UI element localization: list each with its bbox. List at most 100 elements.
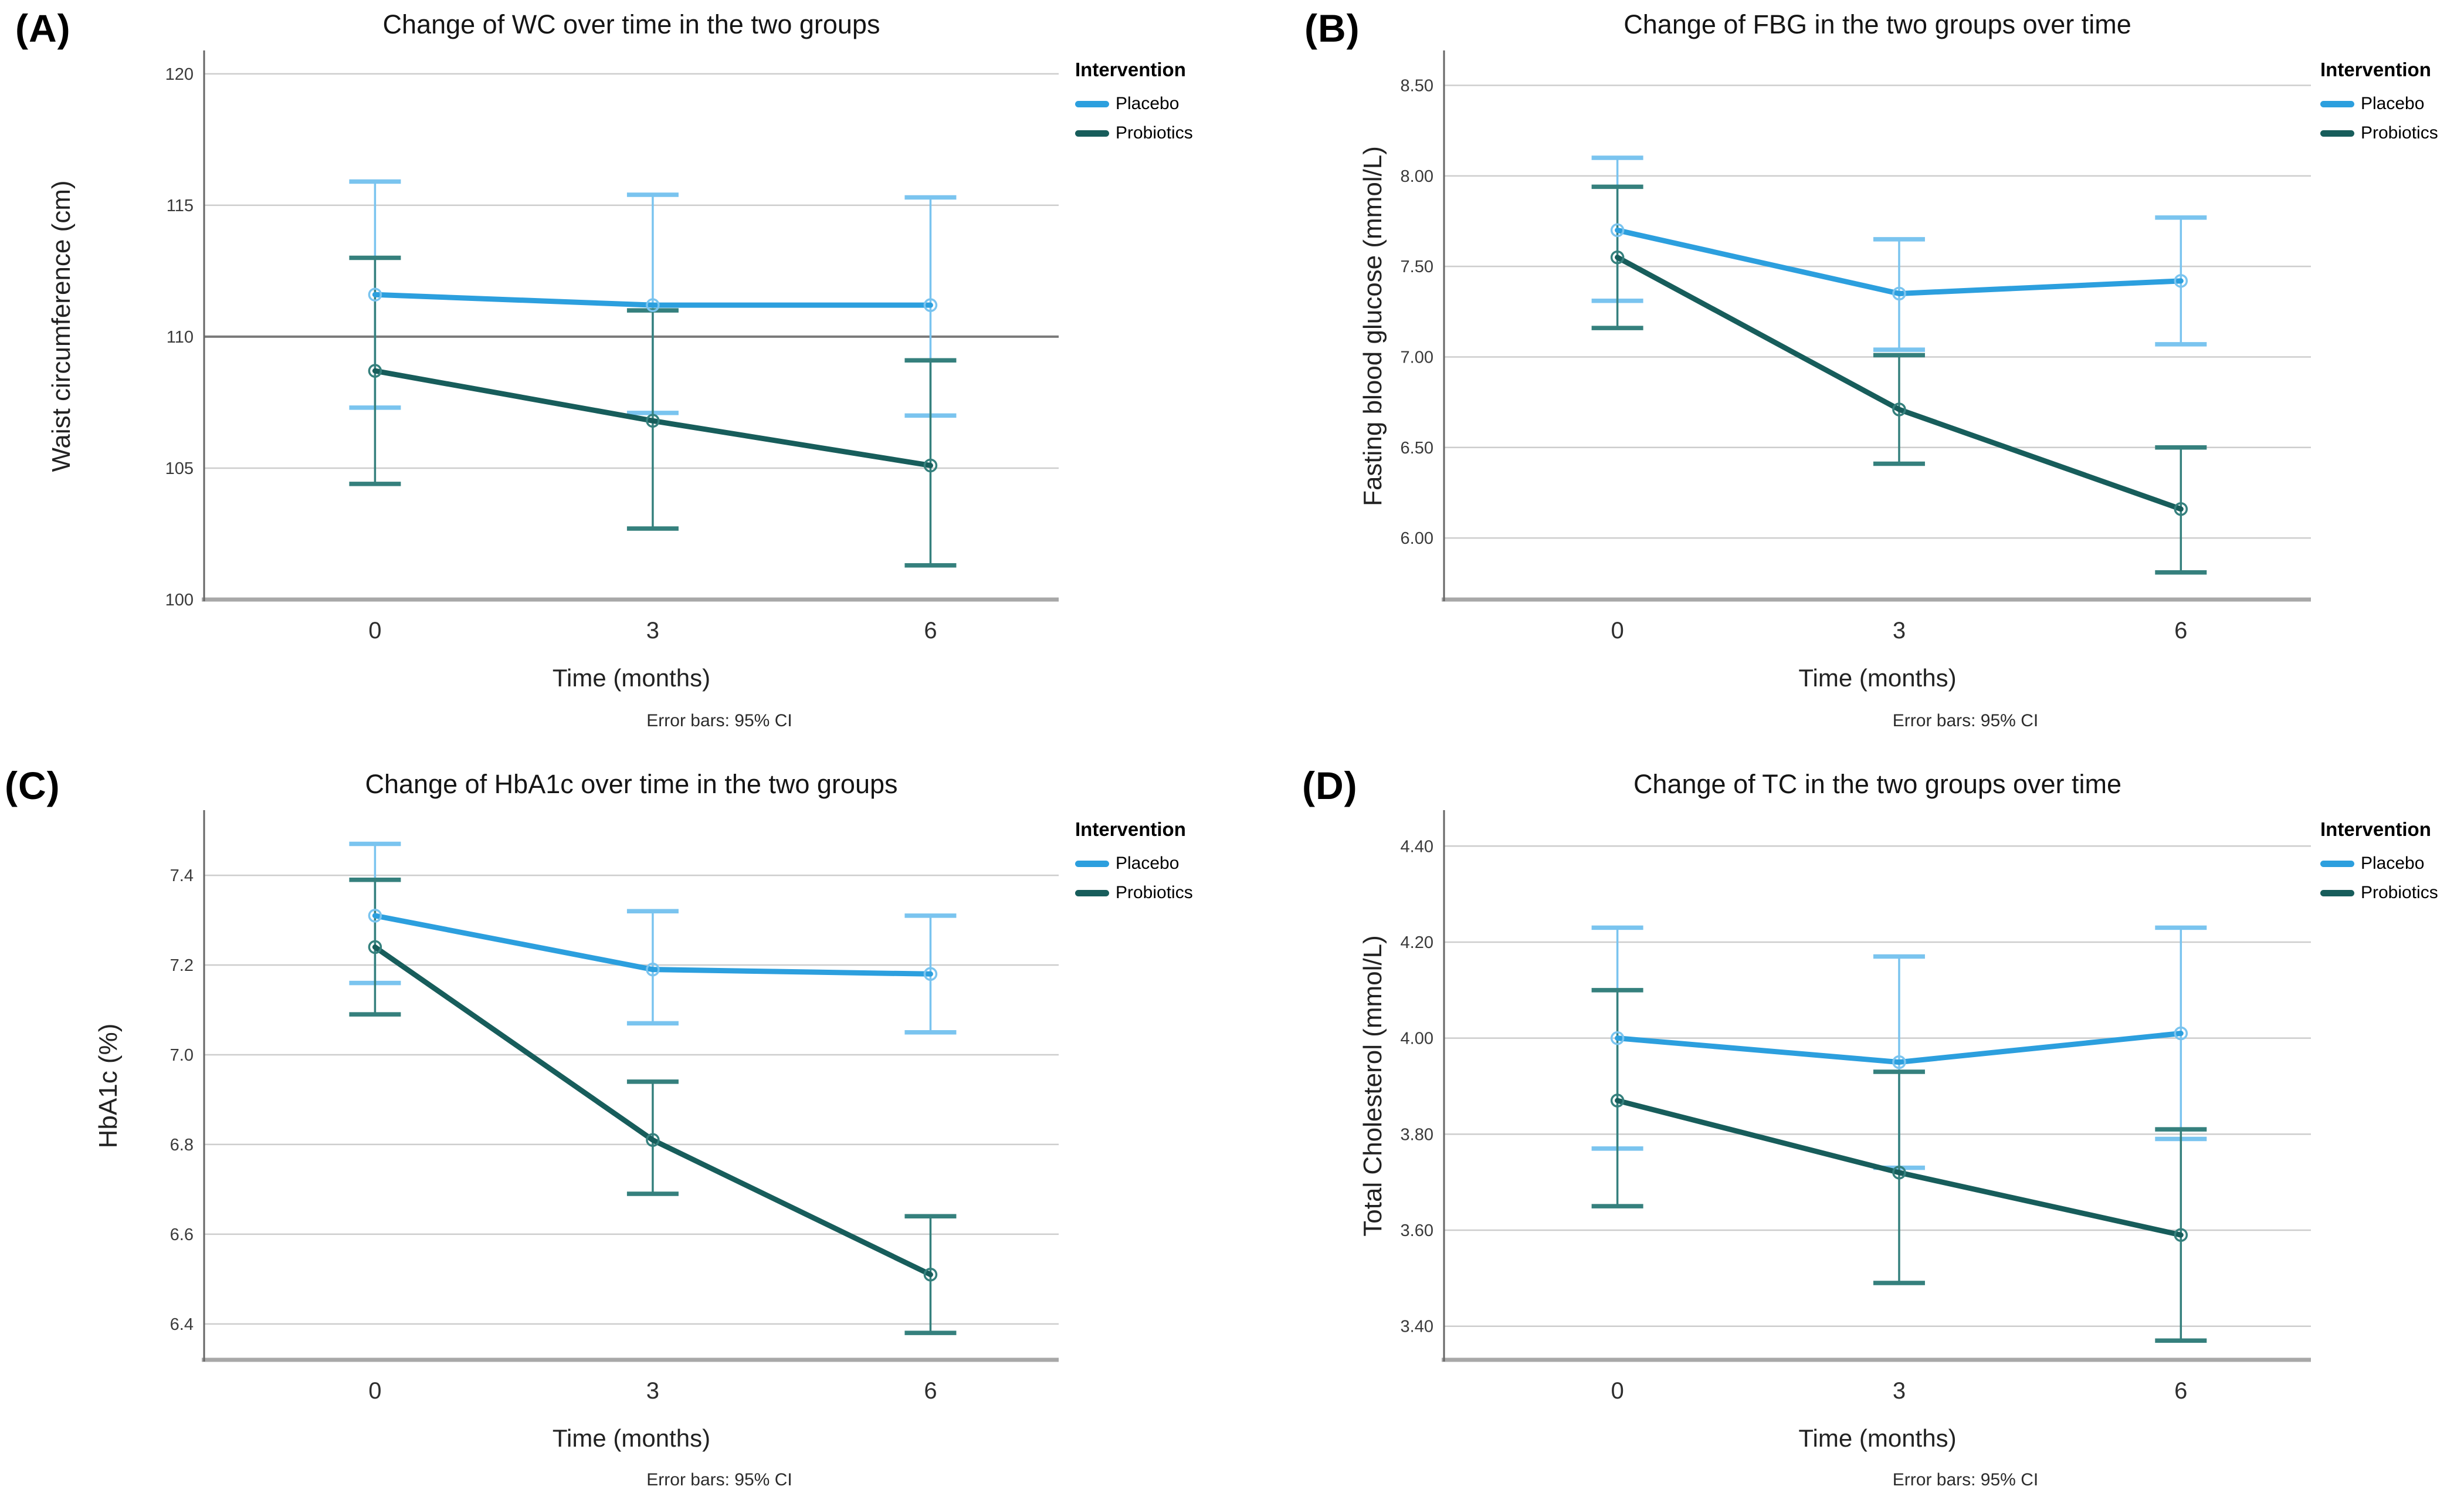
chart-canvas-b: 8.50 8.00 7.50 7.00 6.50 6.00 0 3 6 xyxy=(1401,50,2311,644)
series-line-placebo xyxy=(372,292,933,308)
data-point-marker xyxy=(2174,502,2188,516)
data-point-marker xyxy=(646,298,660,312)
panel-label-c: (C) xyxy=(5,764,60,807)
y-tick-label: 4.00 xyxy=(1401,1030,1433,1048)
error-bars-caption-b: Error bars: 95% CI xyxy=(1892,711,2039,730)
legend-title: Intervention xyxy=(1075,59,1186,80)
legend-title: Intervention xyxy=(1075,818,1186,840)
panel-label-d: (D) xyxy=(1302,764,1358,807)
data-point-marker xyxy=(1892,1166,1906,1180)
data-point-marker xyxy=(2174,1228,2188,1242)
chart-title-a: Change of WC over time in the two groups xyxy=(382,9,880,39)
legend-title: Intervention xyxy=(2320,818,2431,840)
y-tick-label: 4.40 xyxy=(1401,837,1433,856)
series-line-probiotics xyxy=(1615,1098,2184,1238)
error-bars-caption-c: Error bars: 95% CI xyxy=(646,1470,792,1489)
y-tick-label: 7.00 xyxy=(1401,348,1433,367)
y-tick-label: 115 xyxy=(167,197,194,215)
chart-title-b: Change of FBG in the two groups over tim… xyxy=(1624,9,2131,39)
y-tick-label: 110 xyxy=(167,328,194,347)
y-tick-label: 3.40 xyxy=(1401,1318,1433,1336)
data-point-marker xyxy=(923,458,938,473)
legend-item-probiotics: Probiotics xyxy=(1075,883,1193,903)
x-axis-title-c: Time (months) xyxy=(552,1424,711,1452)
data-point-marker xyxy=(1610,1093,1625,1108)
x-tick-label: 0 xyxy=(368,618,381,644)
legend-b: Intervention Placebo Probiotics xyxy=(2320,59,2438,153)
y-tick-label: 6.6 xyxy=(170,1225,194,1244)
panel-b: 8.50 8.00 7.50 7.00 6.50 6.00 0 3 6 (B) Change o… xyxy=(1232,0,2464,755)
legend-label: Probiotics xyxy=(2361,883,2438,902)
placebo-swatch xyxy=(1075,860,1109,867)
y-tick-label: 7.0 xyxy=(170,1046,194,1065)
series-line-placebo xyxy=(372,913,933,977)
data-point-marker xyxy=(1610,250,1625,265)
x-tick-label: 3 xyxy=(646,1378,659,1404)
legend-label: Placebo xyxy=(1116,94,1180,113)
chart-title-c: Change of HbA1c over time in the two gro… xyxy=(365,769,898,799)
x-tick-label: 6 xyxy=(924,618,937,644)
legend-label: Placebo xyxy=(2361,94,2425,113)
data-point-marker xyxy=(923,967,938,981)
probiotics-swatch xyxy=(1075,130,1109,137)
legend-title: Intervention xyxy=(2320,59,2431,80)
y-tick-label: 3.60 xyxy=(1401,1221,1433,1240)
series-line-probiotics xyxy=(372,944,933,1278)
chart-title-d: Change of TC in the two groups over time xyxy=(1633,769,2122,799)
y-tick-label: 105 xyxy=(165,459,194,478)
error-bars-caption-d: Error bars: 95% CI xyxy=(1892,1470,2039,1489)
placebo-swatch xyxy=(1075,100,1109,107)
data-point-marker xyxy=(1892,286,1906,301)
x-tick-label: 3 xyxy=(1893,1378,1906,1404)
chart-canvas-a: 120 115 110 105 100 0 3 6 xyxy=(165,50,1059,644)
x-tick-label: 0 xyxy=(368,1378,381,1404)
panel-label-a: (A) xyxy=(15,6,71,50)
data-point-marker xyxy=(646,1133,660,1147)
x-axis-title-b: Time (months) xyxy=(1798,664,1957,692)
y-tick-label: 8.00 xyxy=(1401,167,1433,186)
y-axis-title-b: Fasting blood glucose (mmol/L) xyxy=(1358,146,1387,506)
error-bars-caption-a: Error bars: 95% CI xyxy=(646,711,792,730)
legend-label: Probiotics xyxy=(1116,123,1193,143)
y-tick-label: 3.80 xyxy=(1401,1125,1433,1144)
legend-item-probiotics: Probiotics xyxy=(1075,123,1193,143)
legend-item-probiotics: Probiotics xyxy=(2320,123,2438,143)
legend-c: Intervention Placebo Probiotics xyxy=(1075,818,1193,912)
legend-item-placebo: Placebo xyxy=(2320,854,2438,874)
y-tick-label: 100 xyxy=(165,591,194,610)
data-point-marker xyxy=(2174,1026,2188,1041)
x-tick-label: 6 xyxy=(2174,618,2187,644)
placebo-swatch xyxy=(2320,100,2354,107)
data-point-marker xyxy=(368,909,382,923)
legend-item-placebo: Placebo xyxy=(1075,94,1193,114)
x-tick-label: 6 xyxy=(2174,1378,2187,1404)
x-tick-label: 0 xyxy=(1611,618,1624,644)
chart-canvas-c: 7.4 7.2 7.0 6.8 6.6 6.4 0 3 6 xyxy=(170,810,1059,1404)
data-point-marker xyxy=(923,298,938,312)
series-line-placebo xyxy=(1615,227,2184,296)
data-point-marker xyxy=(368,364,382,378)
x-tick-label: 6 xyxy=(924,1378,937,1404)
legend-label: Probiotics xyxy=(2361,123,2438,143)
x-axis-title-d: Time (months) xyxy=(1798,1424,1957,1452)
legend-a: Intervention Placebo Probiotics xyxy=(1075,59,1193,153)
chart-canvas-d: 4.40 4.20 4.00 3.80 3.60 3.40 0 3 6 xyxy=(1401,810,2311,1404)
data-point-marker xyxy=(1610,223,1625,238)
panel-a: 120 115 110 105 100 0 3 6 (A) Change of WC over… xyxy=(0,0,1232,755)
y-axis-title-d: Total Cholesterol (mmol/L) xyxy=(1358,935,1387,1237)
y-axis-title-c: HbA1c (%) xyxy=(94,1023,123,1149)
series-line-probiotics xyxy=(1615,255,2184,512)
y-tick-label: 7.4 xyxy=(170,866,194,885)
y-tick-label: 6.00 xyxy=(1401,529,1433,548)
probiotics-swatch xyxy=(2320,130,2354,137)
y-tick-label: 7.2 xyxy=(170,956,194,975)
panel-d: 4.40 4.20 4.00 3.80 3.60 3.40 0 3 6 (D) Change o… xyxy=(1232,755,2464,1510)
placebo-swatch xyxy=(2320,860,2354,867)
probiotics-swatch xyxy=(1075,889,1109,896)
y-tick-label: 4.20 xyxy=(1401,933,1433,952)
data-point-marker xyxy=(368,287,382,302)
legend-label: Placebo xyxy=(2361,854,2425,873)
panel-label-b: (B) xyxy=(1304,6,1360,50)
legend-item-placebo: Placebo xyxy=(1075,854,1193,874)
